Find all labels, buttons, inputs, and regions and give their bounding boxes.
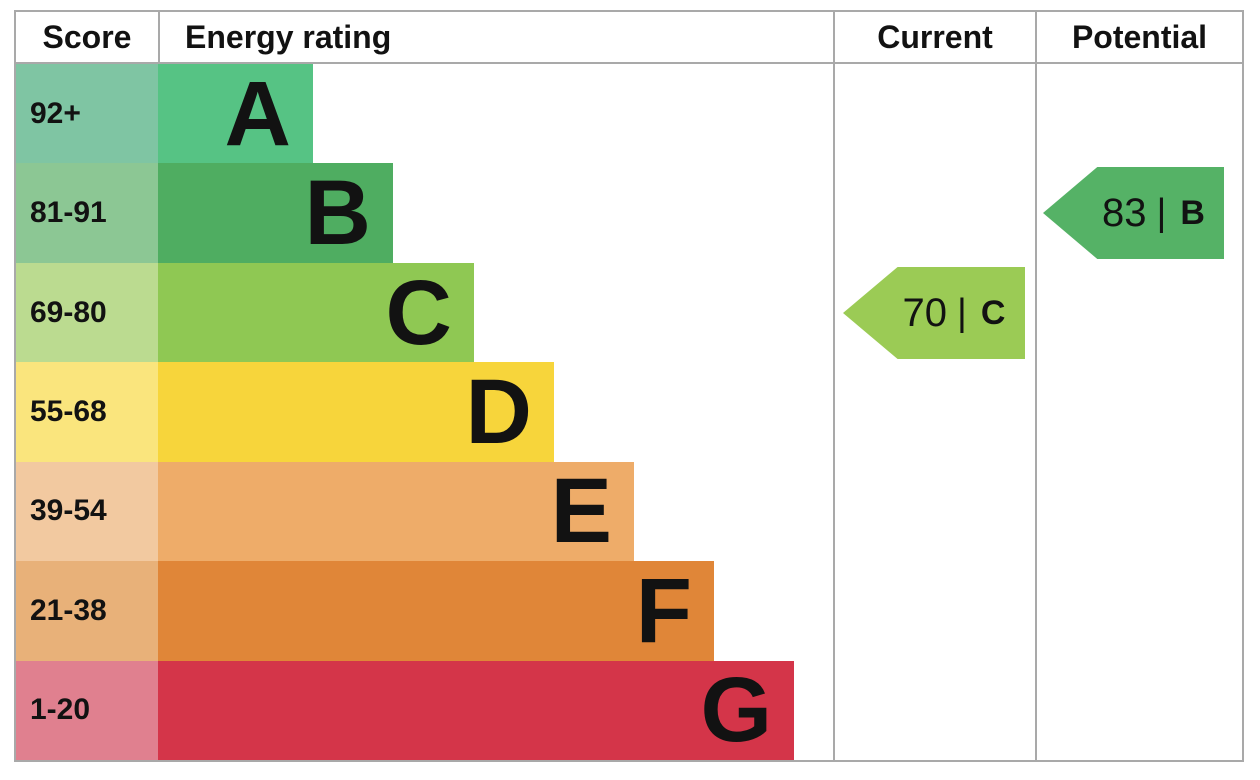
band-row-c: 69-80 C [16, 262, 1242, 363]
column-divider [833, 12, 835, 62]
arrow-separator: | [1156, 191, 1167, 234]
band-row-a: 92+ A [16, 64, 1242, 164]
band-row-f: 21-38 F [16, 561, 1242, 661]
current-column-divider [833, 64, 835, 760]
current-band-letter: C [980, 293, 1006, 332]
header-current: Current [877, 18, 993, 55]
score-range-cell: 55-68 [16, 362, 158, 462]
column-divider [1035, 12, 1037, 62]
rating-bar-a: A [158, 64, 313, 164]
band-row-b: 81-91 B [16, 163, 1242, 263]
potential-band-letter: B [1180, 193, 1205, 232]
score-range-cell: 39-54 [16, 461, 158, 562]
band-row-e: 39-54 E [16, 461, 1242, 562]
score-range-cell: 81-91 [16, 163, 158, 263]
potential-score-value: 83 [1102, 190, 1147, 235]
header-row: Score Energy rating Current Potential [16, 12, 1242, 64]
arrow-separator: | [957, 291, 967, 334]
header-potential: Potential [1071, 18, 1208, 55]
current-score-value: 70 [902, 290, 948, 335]
rating-bar-g: G [158, 660, 794, 760]
header-energy-rating: Energy rating [185, 18, 392, 55]
column-divider [158, 12, 160, 62]
score-range-cell: 69-80 [16, 262, 158, 363]
chart-body: 92+ A 81-91 B 69-80 C 55-68 D 39-54 E 21… [16, 64, 1242, 760]
potential-column-divider [1035, 64, 1037, 760]
band-row-g: 1-20 G [16, 660, 1242, 760]
rating-bar-e: E [158, 461, 634, 562]
rating-bar-d: D [158, 362, 554, 462]
rating-bar-f: F [158, 561, 714, 661]
epc-energy-rating-chart: Score Energy rating Current Potential 92… [14, 10, 1244, 762]
rating-bar-c: C [158, 262, 474, 363]
score-range-cell: 92+ [16, 64, 158, 164]
rating-bar-b: B [158, 163, 393, 263]
header-score: Score [42, 18, 132, 55]
band-row-d: 55-68 D [16, 362, 1242, 462]
score-range-cell: 1-20 [16, 660, 158, 760]
score-range-cell: 21-38 [16, 561, 158, 661]
